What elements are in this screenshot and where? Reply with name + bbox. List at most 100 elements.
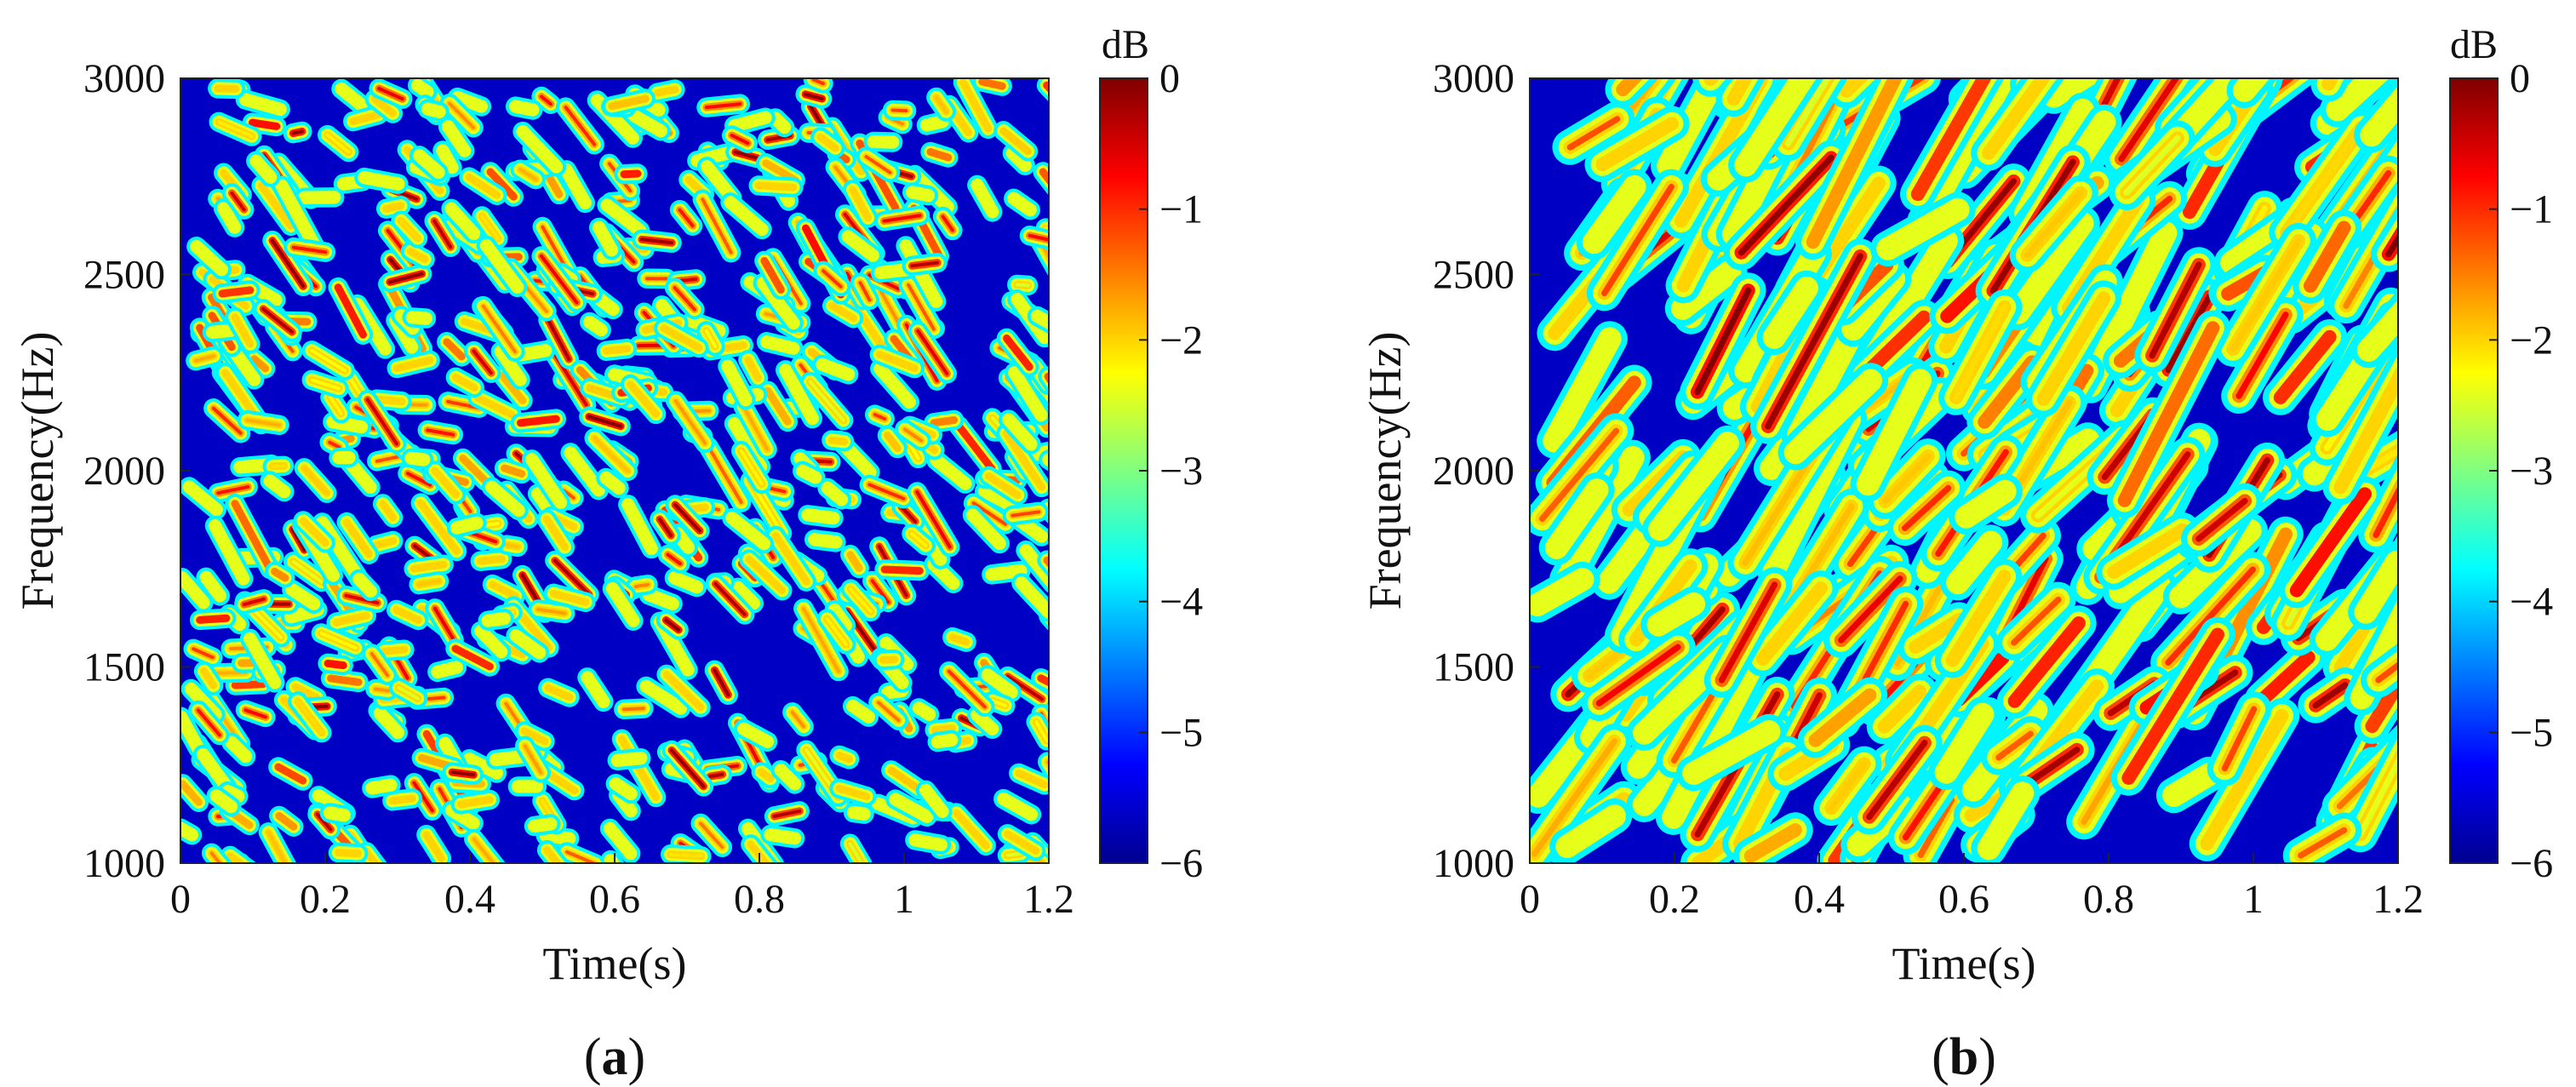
spectral-stripe: [326, 415, 369, 434]
spectral-stripe: [1044, 758, 1049, 772]
spectral-stripe: [231, 680, 267, 689]
spectral-stripe: [677, 859, 689, 863]
spectral-stripe: [231, 500, 274, 573]
colorbar-tick-label: −6: [2510, 841, 2553, 886]
spectral-stripe: [2321, 78, 2339, 91]
spectral-stripe: [250, 355, 270, 373]
spectral-stripe: [1030, 309, 1049, 330]
spectral-stripe: [540, 94, 552, 106]
spectral-stripe: [261, 306, 295, 335]
spectral-stripe: [245, 418, 282, 427]
spectral-stripe: [2310, 78, 2351, 102]
spectral-stripe: [846, 699, 875, 724]
spectral-stripe: [1755, 581, 1828, 667]
spectral-stripe: [411, 78, 434, 99]
spectral-stripe: [796, 464, 822, 484]
spectral-stripe: [1856, 369, 1932, 496]
spectral-stripe: [349, 111, 382, 126]
spectral-stripe: [2020, 78, 2046, 91]
spectral-stripe: [332, 611, 370, 626]
spectral-stripe: [323, 806, 351, 822]
spectral-stripe: [1544, 478, 1609, 560]
spectral-stripe: [858, 281, 872, 302]
spectral-stripe: [473, 393, 516, 419]
spectral-stripe: [562, 489, 575, 500]
spectral-stripe: [915, 490, 952, 549]
spectral-stripe: [790, 710, 806, 729]
spectral-stripe: [2107, 523, 2190, 580]
spectral-stripe: [2162, 763, 2221, 808]
y-ticks-a: 1000 1500 2000 2500 3000: [83, 56, 191, 886]
panel-letter-a: a: [602, 1028, 628, 1086]
spectral-stripe: [747, 840, 771, 863]
spectral-stripe: [908, 833, 948, 852]
spectral-stripe: [426, 428, 455, 437]
spectral-stripe: [2373, 485, 2398, 539]
spectral-stripe: [816, 358, 856, 381]
spectral-stripe: [236, 858, 245, 863]
x-tick-label: 0.2: [300, 877, 351, 922]
spectral-stripe: [275, 179, 322, 254]
spectral-stripe: [441, 120, 472, 157]
spectral-stripe: [867, 483, 906, 501]
y-ticks-b: 1000 1500 2000 2500 3000: [1433, 56, 1540, 886]
spectral-stripe: [757, 768, 775, 783]
spectral-stripe: [1866, 739, 1928, 821]
spectral-stripe: [334, 283, 367, 339]
spectral-stripe: [1718, 581, 1778, 684]
spectral-stripe: [849, 587, 873, 614]
spectral-stripe: [1538, 427, 1620, 523]
spectral-stripe: [1876, 197, 1970, 260]
spectral-stripe: [1028, 233, 1049, 242]
spectral-stripe: [704, 329, 718, 348]
spectral-stripe: [1762, 276, 1818, 349]
spectral-stripe: [180, 821, 199, 842]
spectral-stripe: [1743, 823, 1802, 863]
spectral-stripe: [392, 605, 423, 624]
spectral-stripe: [736, 722, 775, 748]
x-axis-label-b: Time(s): [1892, 938, 2035, 989]
spectral-stripe: [910, 260, 940, 268]
spectral-stripe: [621, 498, 658, 556]
spectral-stripe: [978, 484, 1019, 513]
spectral-stripe: [323, 659, 347, 670]
panel-label-b: (b): [1932, 1028, 1996, 1086]
spectral-stripe: [397, 685, 420, 701]
spectral-stripe: [412, 781, 434, 813]
spectral-stripe: [193, 354, 215, 363]
spectral-stripe: [965, 508, 1006, 551]
colorbar-tick-label: 0: [1159, 56, 1180, 101]
spectral-stripe: [225, 735, 253, 764]
spectral-stripe: [476, 555, 507, 565]
spectral-stripe: [451, 644, 494, 671]
spectral-stripe: [365, 398, 398, 446]
spectral-stripe: [707, 444, 743, 505]
spectral-stripe: [1582, 174, 1646, 255]
spectral-stripe: [759, 335, 800, 355]
spectral-stripe: [667, 571, 704, 594]
spectral-stripe: [764, 386, 792, 426]
spectral-stripe: [916, 329, 949, 375]
spectral-stripe: [679, 861, 685, 863]
spectral-stripe: [990, 699, 1007, 707]
x-tick-label: 0: [1520, 877, 1540, 922]
spectral-stripe: [848, 842, 864, 863]
spectral-stripe: [2024, 747, 2081, 787]
spectral-stripe: [290, 527, 306, 552]
spectral-stripe: [731, 581, 760, 610]
spectral-stripe: [1902, 484, 1952, 532]
spectral-stripe: [2042, 78, 2104, 108]
colorbar-tick-label: 0: [2510, 56, 2530, 101]
spectral-stripe: [870, 579, 890, 604]
spectral-stripe: [1977, 781, 2035, 861]
spectral-stripe: [431, 661, 464, 679]
spectral-stripe: [456, 796, 494, 809]
spectral-stripe: [873, 263, 913, 279]
spectral-stripe: [1039, 606, 1049, 632]
spectral-stripe: [764, 827, 802, 845]
spectral-stripe: [934, 95, 948, 114]
spectral-stripe: [827, 436, 849, 446]
spectral-stripe: [941, 215, 954, 232]
spectral-stripe: [608, 94, 650, 111]
x-tick-label: 1.2: [1023, 877, 1074, 922]
